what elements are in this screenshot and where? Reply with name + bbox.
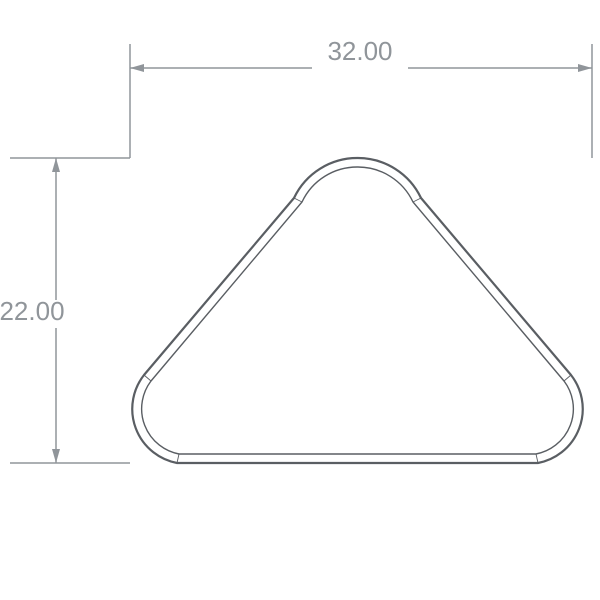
seam <box>294 198 302 202</box>
seam <box>413 198 421 202</box>
seam <box>177 454 179 463</box>
seam <box>564 375 571 381</box>
width-value: 32.00 <box>327 36 392 66</box>
height-value: 22.00 <box>0 296 65 326</box>
seam-lines <box>144 198 571 463</box>
seam <box>144 375 151 381</box>
outer-outline <box>132 158 582 463</box>
width-dimension: 32.00 <box>130 36 592 158</box>
profile-shape <box>132 158 582 463</box>
inner-outline <box>142 167 574 454</box>
seam <box>536 454 538 463</box>
height-dimension: 22.00 <box>0 158 130 463</box>
drawing-canvas: 32.00 22.00 <box>0 0 600 600</box>
